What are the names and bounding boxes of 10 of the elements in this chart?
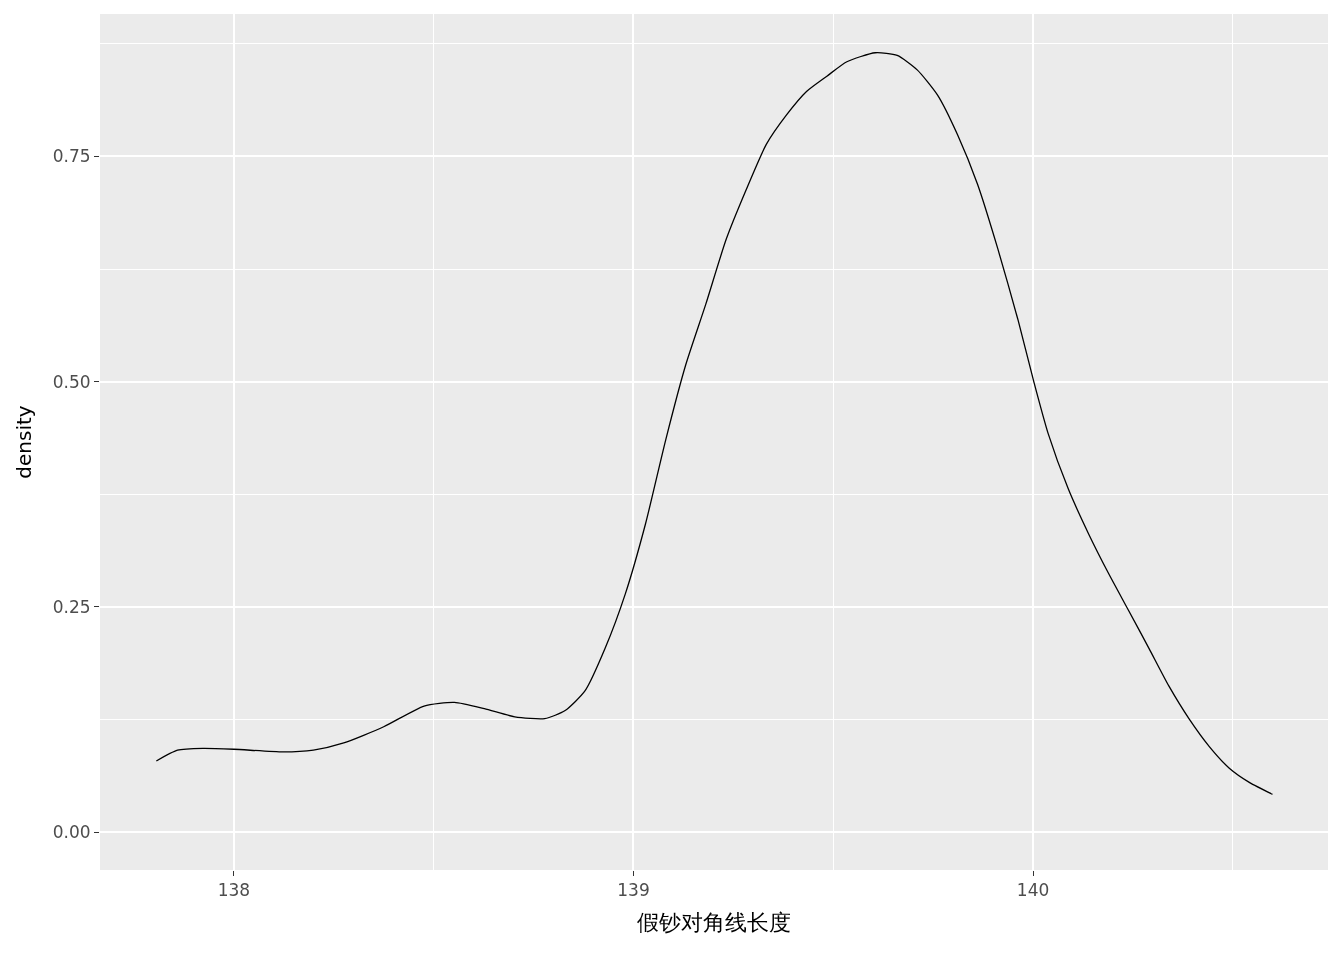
x-tick-label: 138 [217,880,251,901]
x-axis-title: 假钞对角线长度 [637,910,791,936]
y-tick-label: 0.25 [52,596,91,617]
y-axis-title: density [12,405,37,479]
line-series [155,52,1274,795]
y-tick-label: 0.00 [52,822,91,843]
y-tick-label: 0.50 [52,371,91,392]
x-tick-label: 140 [1016,880,1050,901]
y-tick-label: 0.75 [52,146,91,167]
x-tick-label: 139 [617,880,650,901]
